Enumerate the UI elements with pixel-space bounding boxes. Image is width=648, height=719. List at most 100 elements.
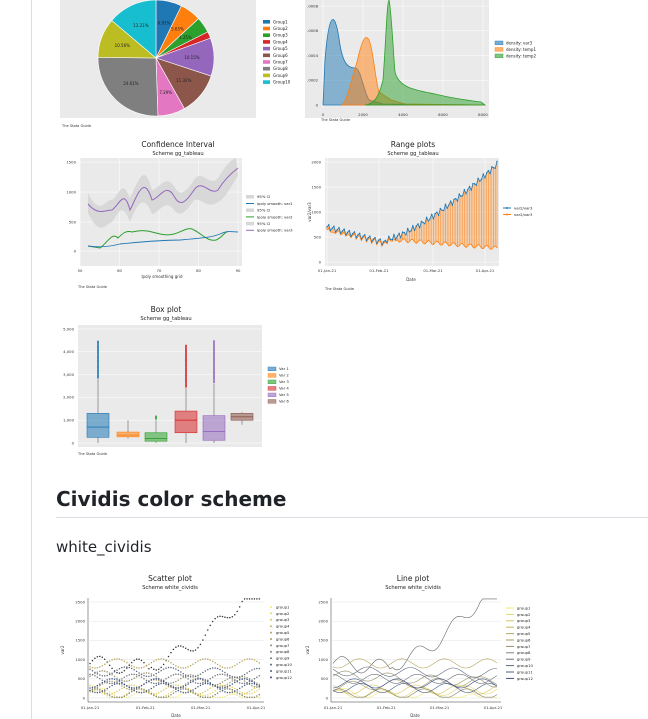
box-outlier — [97, 375, 99, 378]
scatter-point — [101, 674, 104, 677]
scatter-point — [123, 686, 126, 689]
scatter-point — [108, 672, 111, 674]
range-note: The Stata Guide — [324, 287, 355, 291]
ci-legend-label: 95% CI — [257, 208, 270, 213]
ci-xtick: 60 — [117, 268, 122, 273]
scatter-point — [165, 687, 167, 690]
scatter-point — [202, 678, 204, 680]
ci-ytick: 500 — [69, 219, 77, 224]
scatter-point — [135, 658, 138, 660]
range-point — [470, 189, 472, 191]
scatter-point — [148, 675, 150, 678]
scatter-point — [123, 660, 126, 662]
scatter-point — [175, 680, 177, 683]
range-point — [449, 200, 452, 202]
box-outlier — [97, 340, 99, 343]
scatter-point — [236, 663, 238, 665]
scatter-point — [236, 691, 238, 693]
scatter-point — [221, 670, 224, 672]
scatter-point — [182, 675, 184, 677]
box-outlier — [185, 382, 187, 385]
range-point — [333, 225, 335, 227]
scatter-point — [103, 658, 106, 661]
scatter-point — [130, 684, 133, 686]
range-legend-label: var2/var3 — [514, 205, 533, 210]
scatter-ytick: 2500 — [75, 599, 85, 604]
scatter-point — [157, 679, 160, 682]
box-outlier — [97, 346, 99, 349]
pie-legend-label: Group9 — [273, 73, 288, 78]
scatter-point — [148, 692, 150, 695]
scatter-point — [184, 686, 187, 689]
scatter-point — [224, 616, 226, 618]
scatter-point — [194, 661, 197, 664]
density-legend-swatch — [494, 53, 504, 58]
scatter-point — [241, 660, 243, 662]
scatter-point — [96, 676, 99, 678]
scatter-point — [118, 680, 121, 682]
scatter-point — [182, 667, 184, 669]
scatter-point — [187, 648, 189, 651]
pie-legend-swatch — [263, 66, 270, 71]
scatter-point — [126, 696, 128, 698]
scatter-point — [251, 692, 253, 695]
box-outlier — [185, 377, 187, 380]
range-point — [341, 230, 344, 232]
scatter-point — [121, 696, 123, 698]
scatter-point — [258, 696, 261, 698]
range-point — [432, 217, 435, 220]
scatter-point — [172, 696, 175, 698]
scatter-point — [234, 613, 236, 616]
scatter-point — [202, 691, 204, 694]
range-point — [343, 228, 345, 230]
range-point — [407, 227, 409, 230]
range-bar — [439, 208, 441, 245]
range-bar — [441, 210, 443, 245]
scatter-xlabel: Date — [171, 713, 181, 718]
scatter-point — [172, 663, 175, 666]
pie-legend-swatch — [263, 40, 270, 44]
density-xtick: 6000 — [438, 112, 448, 117]
scatter-point — [94, 657, 96, 660]
box-outlier — [97, 349, 99, 352]
scatter-point — [91, 685, 94, 688]
scatter-point — [229, 691, 231, 694]
scatter-point — [138, 658, 140, 660]
range-bar — [486, 172, 488, 246]
scatter-point — [167, 655, 170, 658]
density-legend-label: density: temp2 — [506, 53, 536, 58]
density-legend-label: density: var3 — [506, 40, 532, 45]
pie-legend-swatch — [263, 20, 270, 24]
scatter-point — [111, 684, 113, 687]
scatter-point — [182, 684, 184, 687]
scatter-point — [150, 661, 153, 664]
scatter-point — [89, 689, 91, 692]
range-point — [472, 182, 474, 185]
scatter-legend-label: group1 — [276, 604, 290, 609]
scatter-legend-label: group6 — [276, 636, 290, 641]
scatter-point — [99, 688, 101, 691]
scatter-point — [187, 688, 189, 691]
density-legend-label: density: temp1 — [506, 47, 536, 52]
scatter-point — [184, 688, 187, 690]
scatter-point — [133, 659, 135, 662]
scatter-point — [180, 674, 182, 676]
scatter-point — [153, 686, 155, 688]
range-point — [374, 236, 376, 239]
box-outlier — [213, 340, 215, 342]
scatter-point — [128, 691, 131, 693]
range-bar — [436, 212, 438, 242]
scatter-point — [221, 615, 224, 618]
box-outlier — [213, 357, 215, 360]
scatter-point — [143, 674, 145, 677]
range-point — [424, 223, 426, 225]
scatter-point — [248, 693, 251, 695]
scatter-point — [155, 676, 158, 678]
scatter-point — [207, 694, 209, 696]
scatter-point — [96, 656, 99, 658]
box-outlier — [213, 373, 215, 376]
range-point — [396, 235, 399, 237]
density-note: The Stata Guide — [320, 118, 351, 122]
range-bar — [414, 230, 416, 242]
range-bar — [429, 218, 431, 242]
